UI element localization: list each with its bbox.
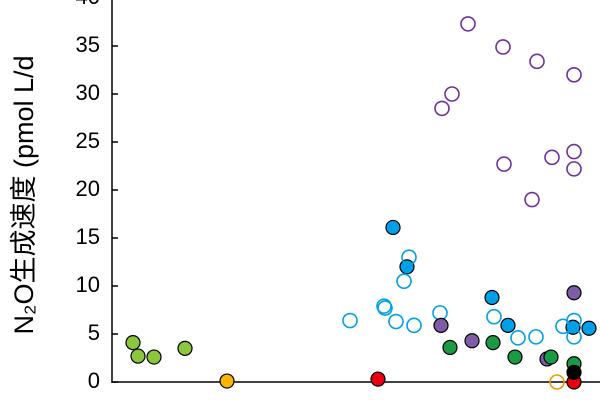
y-tick-label: 40 xyxy=(76,0,100,9)
point xyxy=(566,329,582,345)
point xyxy=(524,191,540,208)
y-tick-label: 10 xyxy=(76,272,100,297)
y-tick-label: 30 xyxy=(76,80,100,105)
point xyxy=(549,374,565,390)
point xyxy=(507,349,523,365)
point xyxy=(544,149,560,166)
point xyxy=(385,219,401,236)
point xyxy=(566,161,582,177)
point xyxy=(130,348,146,364)
point xyxy=(543,349,559,365)
point xyxy=(529,53,545,70)
point xyxy=(566,143,582,160)
y-tick-label: 0 xyxy=(88,368,100,393)
point xyxy=(399,259,415,275)
point xyxy=(388,313,404,330)
y-tick-label: 5 xyxy=(88,320,100,345)
point xyxy=(566,285,582,301)
y-tick-label: 15 xyxy=(76,224,100,249)
point xyxy=(442,339,458,356)
point xyxy=(486,308,502,325)
point xyxy=(401,249,417,266)
point xyxy=(125,335,141,351)
point xyxy=(566,67,582,83)
point xyxy=(433,317,449,333)
y-axis-label: N₂O生成速度 (pmol L/d xyxy=(9,55,39,334)
point xyxy=(495,39,511,55)
y-tick-label: 20 xyxy=(76,176,100,201)
point xyxy=(432,305,448,321)
point xyxy=(396,273,412,290)
point xyxy=(342,312,358,329)
point xyxy=(219,373,235,389)
point xyxy=(500,317,516,333)
point xyxy=(146,349,162,365)
point xyxy=(460,16,476,32)
point xyxy=(177,340,193,356)
y-tick-label: 25 xyxy=(76,128,100,153)
point xyxy=(434,100,450,117)
point xyxy=(510,330,526,346)
point xyxy=(566,364,582,380)
point xyxy=(406,317,422,334)
point xyxy=(485,335,501,351)
y-tick-label: 35 xyxy=(76,32,100,57)
point xyxy=(444,86,460,102)
point xyxy=(377,300,393,316)
point xyxy=(484,289,500,306)
point xyxy=(566,312,582,329)
point xyxy=(528,329,544,345)
point xyxy=(581,320,597,336)
point xyxy=(370,371,386,387)
point xyxy=(464,333,480,349)
point xyxy=(496,156,512,172)
